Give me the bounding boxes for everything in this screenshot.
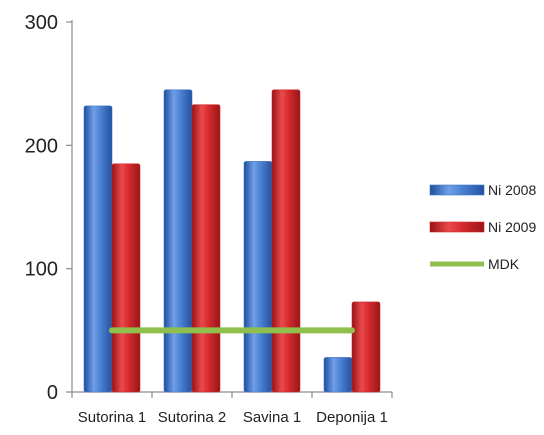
bars-group <box>83 89 381 393</box>
x-tick-label: Sutorina 1 <box>78 409 146 426</box>
legend: Ni 2008 Ni 2009 MDK <box>429 182 536 272</box>
legend-label: Ni 2008 <box>488 182 536 198</box>
y-tick-label: 300 <box>25 12 58 34</box>
labels-group: 0 100 200 300 Sutorina 1 Sutorina 2 Savina 1 De… <box>25 12 388 426</box>
bar-ni-2008 <box>163 89 193 393</box>
legend-label: MDK <box>488 256 520 272</box>
legend-label: Ni 2009 <box>488 219 536 235</box>
bar-ni-2008 <box>243 161 273 393</box>
y-tick-label: 100 <box>25 259 58 281</box>
x-tick-label: Deponija 1 <box>316 409 388 426</box>
legend-swatch <box>429 221 485 233</box>
x-tick-label: Sutorina 2 <box>158 409 226 426</box>
bar-ni-2009 <box>351 301 381 393</box>
legend-swatch <box>429 184 485 196</box>
x-tick-label: Savina 1 <box>243 409 301 426</box>
bar-ni-2009 <box>271 89 301 393</box>
y-tick-label: 0 <box>47 382 58 404</box>
bar-ni-2009 <box>191 104 221 393</box>
y-tick-label: 200 <box>25 135 58 157</box>
bar-ni-2008 <box>83 105 113 393</box>
bar-ni-2008 <box>323 357 353 393</box>
bar-ni-2009 <box>111 163 141 393</box>
